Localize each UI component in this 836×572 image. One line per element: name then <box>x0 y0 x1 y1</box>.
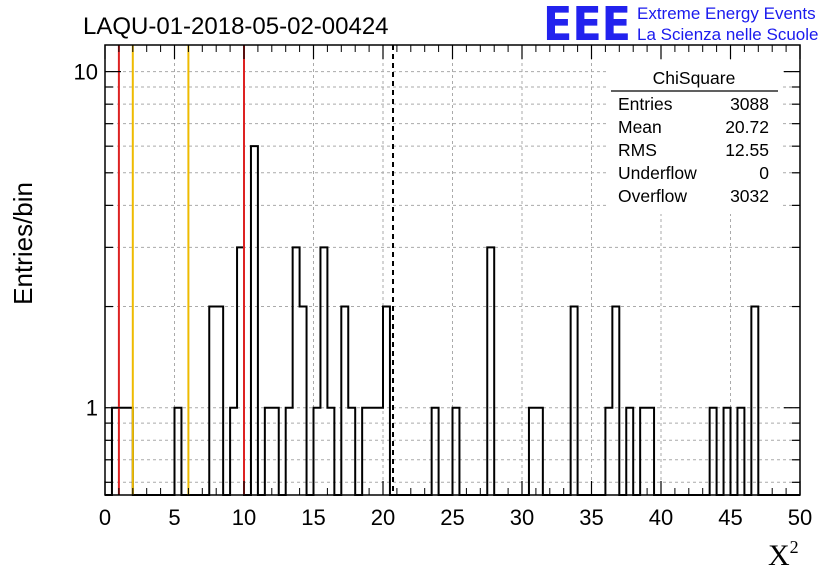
logo-line-2: La Scienza nelle Scuole <box>637 25 818 44</box>
y-axis-label: Entries/bin <box>8 182 38 305</box>
x-tick-label: 50 <box>788 505 812 530</box>
stats-background <box>608 62 783 214</box>
chart-title: LAQU-01-2018-05-02-00424 <box>83 13 389 40</box>
reference-lines <box>117 45 395 495</box>
x-tick-label: 35 <box>579 505 603 530</box>
x-tick-label: 30 <box>510 505 534 530</box>
stats-value: 3088 <box>730 94 769 114</box>
x-tick-label: 20 <box>371 505 395 530</box>
stats-value: 20.72 <box>725 117 769 137</box>
eee-logo: EEE Extreme Energy Events La Scienza nel… <box>543 0 818 51</box>
histogram-bin <box>320 247 327 495</box>
stats-value: 12.55 <box>725 140 769 160</box>
histogram-bin <box>300 307 307 495</box>
x-tick-label: 40 <box>649 505 673 530</box>
histogram-bin <box>237 247 244 495</box>
y-tick-label: 1 <box>86 396 98 421</box>
x-tick-label: 0 <box>99 505 111 530</box>
stats-label: Overflow <box>618 186 687 206</box>
tick-labels: 0 5 10 15 20 25 30 35 40 45 50 1 10 <box>74 60 813 530</box>
histogram-bin <box>293 247 300 495</box>
x-tick-label: 10 <box>232 505 256 530</box>
stats-label: Mean <box>618 117 662 137</box>
x-axis-label: X2 <box>768 537 799 572</box>
histogram-bin <box>383 307 390 495</box>
histogram-bin <box>251 146 258 495</box>
histogram-bin <box>612 307 619 495</box>
stats-box: ChiSquare Entries 3088 Mean 20.72 RMS 12.55 Un… <box>608 62 783 214</box>
stats-label: Underflow <box>618 163 697 183</box>
x-tick-label: 45 <box>718 505 742 530</box>
histogram-bin <box>209 307 216 495</box>
histogram-bin <box>216 307 223 495</box>
axis-ticks <box>104 45 801 495</box>
stats-value: 0 <box>759 163 769 183</box>
grid <box>105 45 800 495</box>
x-axis-label-sup: 2 <box>790 537 799 557</box>
x-tick-label: 25 <box>440 505 464 530</box>
logo-mark: EEE <box>543 0 631 51</box>
x-tick-label: 5 <box>168 505 180 530</box>
x-axis-label-main: X <box>768 539 790 572</box>
histogram-bin <box>487 247 494 495</box>
histogram-bin <box>341 307 348 495</box>
stats-label: RMS <box>618 140 657 160</box>
logo-line-1: Extreme Energy Events <box>637 4 816 23</box>
stats-title: ChiSquare <box>653 68 736 88</box>
y-tick-label: 10 <box>74 60 98 85</box>
histogram-bin <box>571 307 578 495</box>
stats-value: 3032 <box>730 186 769 206</box>
histogram-bin <box>751 307 758 495</box>
x-tick-label: 15 <box>301 505 325 530</box>
stats-label: Entries <box>618 94 673 114</box>
